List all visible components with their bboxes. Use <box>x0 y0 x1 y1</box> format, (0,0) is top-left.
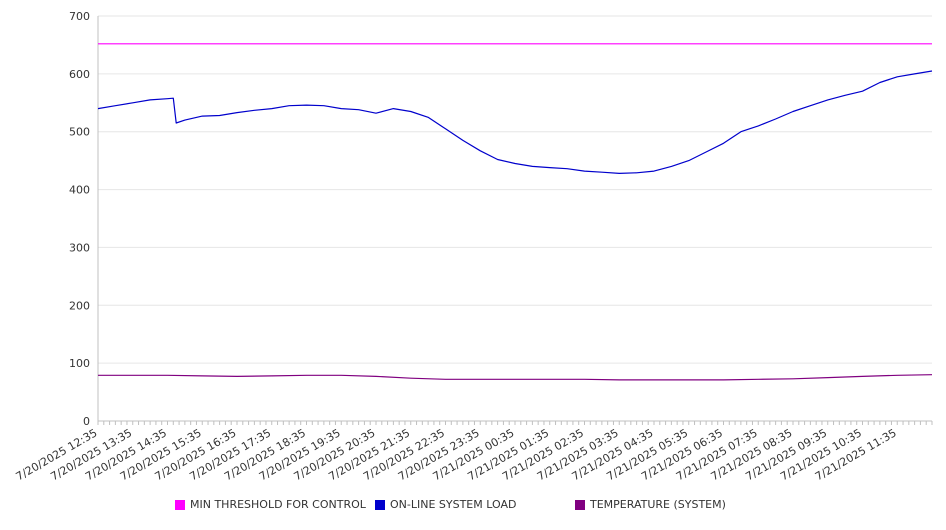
legend-item-online-system-load[interactable]: ON-LINE SYSTEM LOAD <box>375 498 516 511</box>
y-tick-label-100: 100 <box>69 357 90 370</box>
grid-layer <box>98 15 932 364</box>
axes-layer <box>97 16 933 425</box>
legend-label-min-threshold: MIN THRESHOLD FOR CONTROL <box>190 498 366 511</box>
legend-item-temperature[interactable]: TEMPERATURE (SYSTEM) <box>575 498 726 511</box>
legend-label-online-system-load: ON-LINE SYSTEM LOAD <box>390 498 517 511</box>
y-tick-label-200: 200 <box>69 299 90 312</box>
y-tick-label-400: 400 <box>69 184 90 197</box>
legend-label-temperature: TEMPERATURE (SYSTEM) <box>590 498 726 511</box>
x-tick-labels: 7/20/2025 12:357/20/2025 13:357/20/2025 … <box>14 426 899 483</box>
series-layer <box>97 43 933 381</box>
y-tick-label-0: 0 <box>83 415 90 428</box>
legend-swatch-min-threshold <box>175 499 185 510</box>
series-line-temperature <box>98 374 933 381</box>
legend-item-min-threshold[interactable]: MIN THRESHOLD FOR CONTROL <box>175 498 366 511</box>
y-tick-label-600: 600 <box>69 68 90 81</box>
y-tick-label-500: 500 <box>69 126 90 139</box>
chart-legend: MIN THRESHOLD FOR CONTROL ON-LINE SYSTEM… <box>0 496 946 514</box>
y-tick-label-700: 700 <box>69 10 90 23</box>
y-tick-label-300: 300 <box>69 241 90 254</box>
series-line-online-system-load <box>97 70 933 174</box>
legend-swatch-online-system-load <box>375 499 385 510</box>
y-tick-labels: 0 100 200 300 400 500 600 700 <box>69 10 90 428</box>
legend-swatch-temperature <box>575 499 585 510</box>
